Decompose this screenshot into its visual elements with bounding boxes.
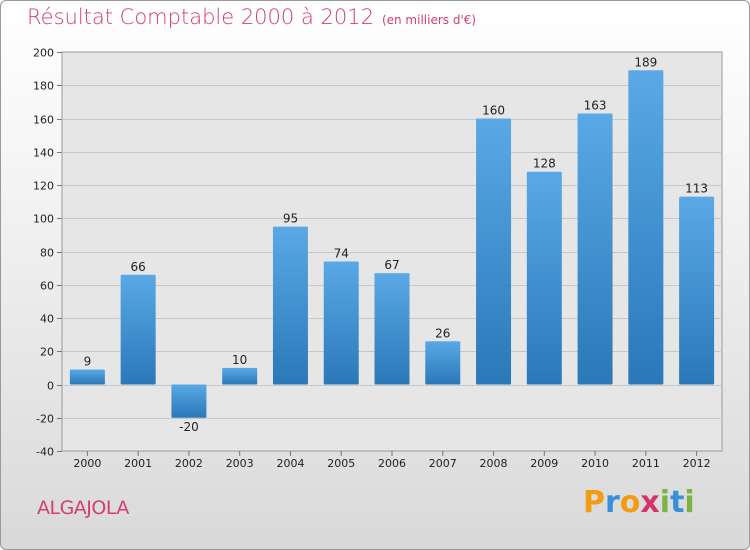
x-tick-label: 2000 xyxy=(73,457,101,470)
bar-2005 xyxy=(323,261,359,385)
bar-value-label: 66 xyxy=(131,260,146,274)
x-tick-label: 2009 xyxy=(530,457,558,470)
x-tick-label: 2003 xyxy=(226,457,254,470)
logo-letter: P xyxy=(583,485,605,520)
x-tick-label: 2004 xyxy=(276,457,304,470)
bar-2003 xyxy=(222,367,258,385)
bar-value-label: 9 xyxy=(84,355,92,369)
bar-value-label: 95 xyxy=(283,212,298,226)
bar-value-label: -20 xyxy=(179,420,199,434)
bar-value-label: 26 xyxy=(435,326,450,340)
plot-area xyxy=(61,51,723,452)
x-tick-label: 2007 xyxy=(429,457,457,470)
y-tick-label: 20 xyxy=(40,346,54,359)
logo-letter: i xyxy=(684,485,695,520)
bar-2006 xyxy=(374,273,410,385)
x-tick-label: 2005 xyxy=(327,457,355,470)
x-tick-label: 2010 xyxy=(581,457,609,470)
bar-value-label: 67 xyxy=(384,258,399,272)
y-tick-label: 100 xyxy=(33,213,54,226)
bar-value-label: 74 xyxy=(334,246,349,260)
x-tick-label: 2001 xyxy=(124,457,152,470)
x-tick-label: 2012 xyxy=(683,457,711,470)
bar-2002 xyxy=(171,384,207,418)
y-tick-label: 200 xyxy=(33,47,54,60)
x-tick-label: 2002 xyxy=(175,457,203,470)
bar-2008 xyxy=(476,118,512,385)
y-tick-label: 60 xyxy=(40,280,54,293)
y-tick-label: 160 xyxy=(33,114,54,127)
bar-2010 xyxy=(577,113,613,385)
y-tick-label: 0 xyxy=(47,380,54,393)
bar-value-label: 163 xyxy=(584,99,607,113)
bar-2007 xyxy=(425,341,461,385)
bar-value-label: 160 xyxy=(482,104,505,118)
y-tick-label: 140 xyxy=(33,147,54,160)
bar-2000 xyxy=(69,369,105,385)
commune-name: ALGAJOLA xyxy=(37,497,129,519)
bar-value-label: 128 xyxy=(533,157,556,171)
logo-letter: t xyxy=(670,485,685,520)
chart-unit: (en milliers d'€) xyxy=(381,13,477,27)
y-tick-label: 40 xyxy=(40,313,54,326)
y-tick-label: 80 xyxy=(40,247,54,260)
y-tick-label: -40 xyxy=(36,446,54,459)
bar-value-label: 189 xyxy=(634,55,657,69)
bar-value-label: 10 xyxy=(232,353,247,367)
bar-2004 xyxy=(272,226,308,385)
x-tick-label: 2006 xyxy=(378,457,406,470)
y-tick-label: 180 xyxy=(33,80,54,93)
logo-letter: x xyxy=(640,485,660,520)
y-tick-label: 120 xyxy=(33,180,54,193)
bar-value-label: 113 xyxy=(685,182,708,196)
chart-title-block: Résultat Comptable 2000 à 2012 (en millie… xyxy=(27,5,476,29)
bar-2009 xyxy=(526,171,562,385)
y-tick-label: -20 xyxy=(36,413,54,426)
x-tick-label: 2008 xyxy=(480,457,508,470)
chart-title: Résultat Comptable 2000 à 2012 xyxy=(27,5,374,29)
bar-2001 xyxy=(120,274,156,385)
x-tick-label: 2011 xyxy=(632,457,660,470)
proxiti-logo[interactable]: Proxiti xyxy=(583,485,695,520)
bar-2011 xyxy=(628,70,664,385)
logo-letter: i xyxy=(659,485,671,520)
logo-letter: r xyxy=(605,485,620,520)
bar-2012 xyxy=(679,196,715,385)
logo-letter: o xyxy=(619,485,641,520)
